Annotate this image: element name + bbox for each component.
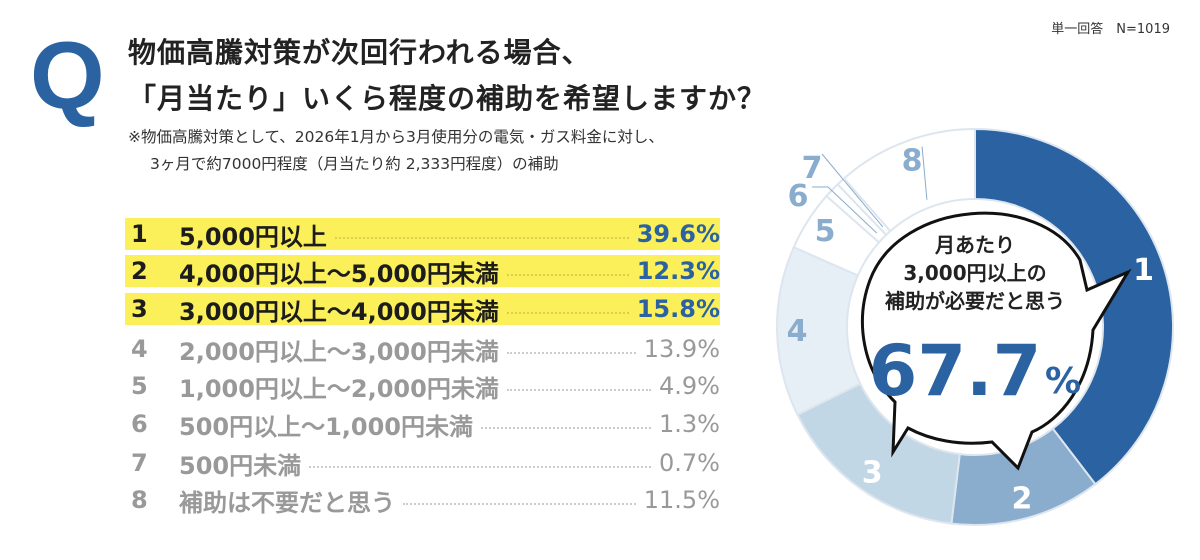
note: ※物価高騰対策として、2026年1月から3月使用分の電気・ガス料金に対し、 3ヶ… (128, 124, 664, 178)
row-value: 1.3% (659, 410, 720, 438)
dotted-leader (506, 274, 629, 276)
row-label: 500円以上～1,000円未満 (179, 412, 474, 441)
segment-label: 6 (788, 179, 809, 214)
dotted-leader (334, 237, 629, 239)
legend-row: 6 500円以上～1,000円未満 1.3% (125, 408, 720, 441)
segment-label: 3 (862, 455, 883, 490)
callout-text: 3,000円以上の (903, 261, 1046, 285)
leader-line (812, 186, 878, 234)
row-value: 13.9% (643, 335, 720, 363)
callout-text: 補助が必要だと思う (884, 289, 1065, 313)
donut-segment-1 (974, 127, 1174, 486)
dotted-leader (506, 352, 636, 354)
legend-row: 4 2,000円以上～3,000円未満 13.9% (125, 333, 720, 366)
row-value: 11.5% (643, 486, 720, 514)
row-label: 500円未満 (179, 451, 302, 480)
donut-segment-8 (842, 127, 976, 233)
page-title: 物価高騰対策が次回行われる場合、 「月当たり」いくら程度の補助を希望しますか？ (128, 30, 766, 122)
callout-unit: % (1045, 361, 1081, 402)
dotted-leader (506, 312, 629, 314)
row-label: 1,000円以上～2,000円未満 (179, 374, 499, 403)
segment-label: 8 (902, 143, 923, 178)
legend-row: 7 500円未満 0.7% (125, 447, 720, 480)
callout-text: 月あたり (934, 233, 1015, 257)
row-label: 5,000円以上 (179, 222, 327, 251)
note-line-2: 3ヶ月で約7000円程度（月当たり約 2,333円程度）の補助 (150, 155, 559, 173)
row-label: 4,000円以上～5,000円未満 (179, 259, 499, 288)
note-line-1: ※物価高騰対策として、2026年1月から3月使用分の電気・ガス料金に対し、 (128, 128, 664, 146)
title-line-1: 物価高騰対策が次回行われる場合、 (128, 36, 591, 69)
title-line-2: 「月当たり」いくら程度の補助を希望しますか？ (128, 82, 767, 115)
legend-row: 2 4,000円以上～5,000円未満 12.3% (125, 255, 720, 288)
legend-row: 8 補助は不要だと思う 11.5% (125, 484, 720, 517)
row-value: 12.3% (636, 257, 720, 285)
leader-line (921, 146, 928, 200)
row-label: 3,000円以上～4,000円未満 (179, 297, 499, 326)
row-number: 7 (131, 449, 148, 477)
callout-value: 67.7 (869, 330, 1042, 412)
dotted-leader (309, 466, 652, 468)
speech-bubble (860, 211, 1132, 471)
row-number: 6 (131, 410, 148, 438)
dotted-leader (506, 389, 652, 391)
row-number: 5 (131, 372, 148, 400)
row-number: 8 (131, 486, 148, 514)
row-number: 4 (131, 335, 148, 363)
segment-label: 5 (815, 214, 836, 249)
row-value: 0.7% (659, 449, 720, 477)
row-number: 2 (131, 257, 148, 285)
legend-row: 5 1,000円以上～2,000円未満 4.9% (125, 370, 720, 403)
row-value: 15.8% (636, 295, 720, 323)
leader-line (821, 153, 884, 228)
row-number: 1 (131, 220, 148, 248)
row-value: 4.9% (659, 372, 720, 400)
segment-label: 7 (802, 151, 823, 186)
row-value: 39.6% (636, 220, 720, 248)
q-mark: Q (30, 22, 105, 129)
row-number: 3 (131, 295, 148, 323)
legend-row: 1 5,000円以上 39.6% (125, 218, 720, 251)
dotted-leader (481, 427, 652, 429)
dotted-leader (403, 503, 636, 505)
segment-label: 4 (787, 314, 808, 349)
row-label: 2,000円以上～3,000円未満 (179, 337, 499, 366)
segment-label: 1 (1133, 253, 1154, 288)
legend-row: 3 3,000円以上～4,000円未満 15.8% (125, 293, 720, 326)
sample-info: 単一回答 N=1019 (1051, 22, 1170, 37)
row-label: 補助は不要だと思う (179, 488, 395, 517)
segment-label: 2 (1012, 482, 1033, 517)
